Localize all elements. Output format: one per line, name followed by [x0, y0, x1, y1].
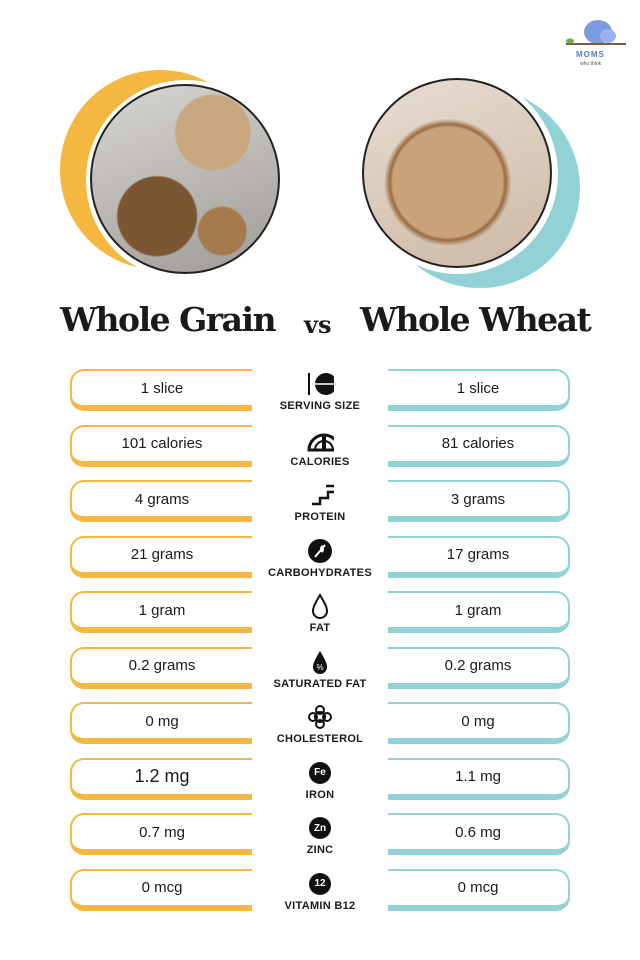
whole-grain-calories-value: 101 calories — [70, 424, 252, 467]
whole-wheat-iron-value: 1.1 mg — [388, 757, 570, 800]
zinc-label: ZINC — [306, 844, 334, 856]
left-title: Whole Grain — [60, 300, 277, 339]
whole-wheat-serving-size-value: 1 slice — [388, 369, 570, 411]
zinc-icon-symbol: Zn — [309, 817, 331, 839]
whole-wheat-bread-photo — [362, 78, 552, 268]
svg-text:%: % — [316, 663, 323, 672]
whole-grain-protein-value: 4 grams — [70, 480, 252, 522]
whole-wheat-fat-value: 1 gram — [388, 591, 570, 633]
whole-grain-photo — [90, 84, 280, 274]
carbohydrates-label: CARBOHYDRATES — [268, 566, 372, 579]
whole-grain-cholesterol-value: 0 mg — [70, 702, 252, 744]
whole-wheat-carbohydrates-value: 17 grams — [388, 535, 570, 578]
whole-grain-iron-value: 1.2 mg — [70, 757, 252, 800]
saturated-fat-label: SATURATED FAT — [273, 677, 367, 690]
zinc-icon: Zn — [306, 815, 334, 841]
vitamin-b12-icon-symbol: 12 — [309, 872, 331, 895]
whole-wheat-saturated-fat-value: 0.2 grams — [388, 646, 570, 689]
wheat-icon — [306, 538, 334, 564]
whole-wheat-calories-value: 81 calories — [388, 424, 570, 467]
whole-wheat-zinc-value: 0.6 mg — [388, 813, 570, 855]
cholesterol-label: CHOLESTEROL — [276, 733, 364, 745]
iron-icon-symbol: Fe — [309, 761, 331, 784]
whole-grain-vitamin-b12-value: 0 mcg — [70, 868, 252, 911]
whole-grain-carbohydrates-value: 21 grams — [70, 535, 252, 578]
vitamin-b12-label: VITAMIN B12 — [284, 899, 356, 912]
plate-cutlery-icon — [306, 371, 334, 397]
whole-wheat-protein-value: 3 grams — [388, 480, 570, 522]
drop-icon — [306, 593, 334, 619]
whole-grain-saturated-fat-value: 0.2 grams — [70, 646, 252, 689]
iron-label: IRON — [305, 788, 335, 801]
protein-chain-icon — [306, 482, 334, 508]
bird-logo-icon — [566, 20, 626, 45]
vitamin-b12-icon: 12 — [306, 871, 334, 897]
gauge-icon — [306, 427, 334, 453]
iron-icon: Fe — [306, 760, 334, 786]
fat-label: FAT — [309, 622, 331, 634]
whole-grain-serving-size-value: 1 slice — [70, 369, 252, 411]
percent-drop-icon: % — [306, 649, 334, 675]
protein-label: PROTEIN — [294, 511, 346, 523]
whole-wheat-vitamin-b12-value: 0 mcg — [388, 868, 570, 911]
vs-label: vs — [304, 310, 332, 339]
cholesterol-icon — [306, 704, 334, 730]
whole-grain-zinc-value: 0.7 mg — [70, 813, 252, 855]
right-title: Whole Wheat — [360, 300, 592, 339]
calories-label: CALORIES — [290, 455, 350, 468]
whole-wheat-cholesterol-value: 0 mg — [388, 702, 570, 744]
moms-who-think-logo: MOMS who think — [562, 14, 630, 70]
whole-grain-fat-value: 1 gram — [70, 591, 252, 633]
serving-size-label: SERVING SIZE — [279, 400, 361, 412]
